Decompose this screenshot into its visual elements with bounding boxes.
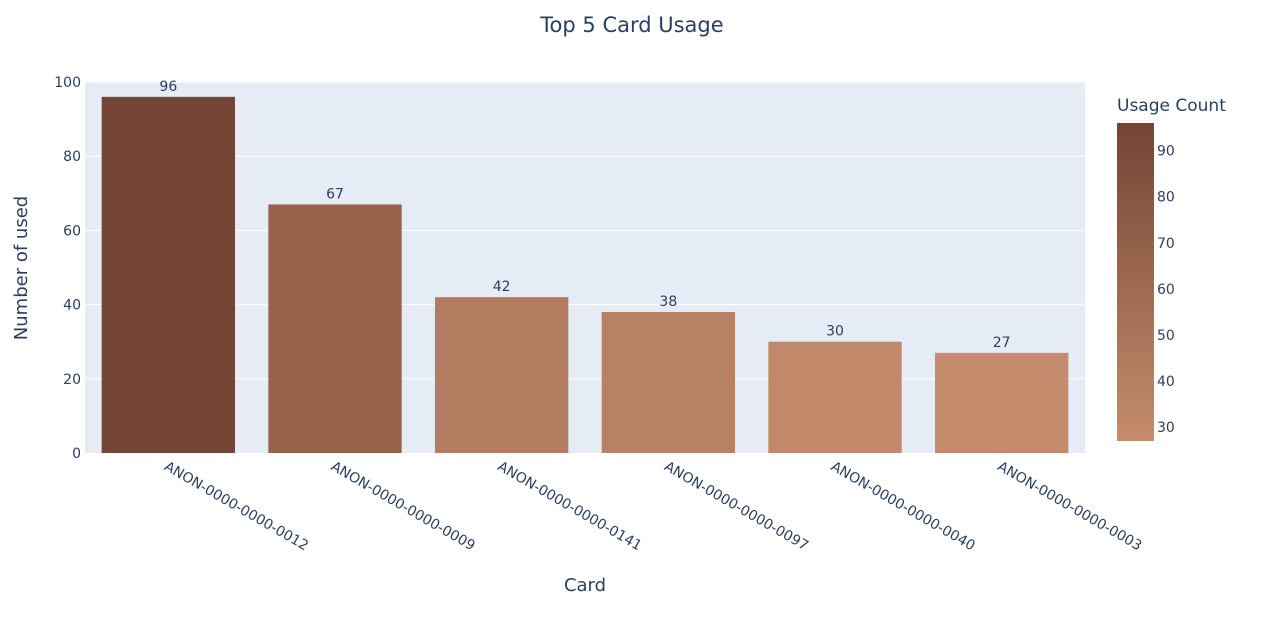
bars	[101, 96, 1069, 453]
gridlines	[85, 81, 1085, 380]
colorbar-ticks: 30 40 50 60 70 80 90	[1157, 144, 1175, 437]
bar-value-label: 96	[159, 79, 177, 95]
colorbar-title: Usage Count	[1117, 96, 1226, 116]
bar-value-label: 67	[326, 186, 344, 202]
colorbar-tick-label: 40	[1157, 374, 1175, 390]
colorbar-tick-label: 70	[1157, 236, 1175, 252]
colorbar-tick-label: 80	[1157, 190, 1175, 206]
y-tick-label: 20	[63, 372, 81, 388]
y-axis-title: Number of used	[11, 196, 32, 340]
bar-value-label: 38	[659, 294, 677, 310]
bar-value-label: 27	[993, 335, 1011, 351]
bar	[435, 297, 569, 453]
x-tick-label: ANON-0000-0000-0141	[495, 459, 645, 555]
colorbar-tick-label: 30	[1157, 420, 1175, 436]
colorbar-tick-label: 90	[1157, 144, 1175, 160]
y-tick-label: 40	[63, 298, 81, 314]
bar	[935, 352, 1069, 453]
plot-area	[85, 82, 1085, 453]
bar	[101, 96, 236, 453]
bar	[768, 341, 902, 453]
x-tick-label: ANON-0000-0000-0040	[828, 459, 978, 555]
x-tick-label: ANON-0000-0000-0009	[328, 459, 478, 555]
colorbar	[1117, 123, 1154, 441]
x-axis-ticks: ANON-0000-0000-0012 ANON-0000-0000-0009 AN…	[161, 459, 1144, 555]
y-tick-label: 0	[72, 446, 81, 462]
y-tick-label: 60	[63, 223, 81, 239]
bar	[601, 312, 735, 453]
x-tick-label: ANON-0000-0000-0097	[661, 459, 811, 555]
chart-title: Top 5 Card Usage	[539, 13, 723, 37]
x-tick-label: ANON-0000-0000-0012	[161, 459, 311, 555]
x-axis-title: Card	[564, 575, 606, 596]
colorbar-tick-label: 60	[1157, 282, 1175, 298]
y-tick-label: 100	[54, 75, 81, 91]
bar-value-label: 42	[493, 279, 511, 295]
bar-labels: 96 67 42 38 30 27	[159, 79, 1010, 351]
y-axis-ticks: 0 20 40 60 80 100	[54, 75, 81, 462]
bar	[268, 204, 402, 453]
x-tick-label: ANON-0000-0000-0003	[995, 459, 1145, 555]
y-tick-label: 80	[63, 149, 81, 165]
bar-value-label: 30	[826, 324, 844, 340]
colorbar-tick-label: 50	[1157, 328, 1175, 344]
